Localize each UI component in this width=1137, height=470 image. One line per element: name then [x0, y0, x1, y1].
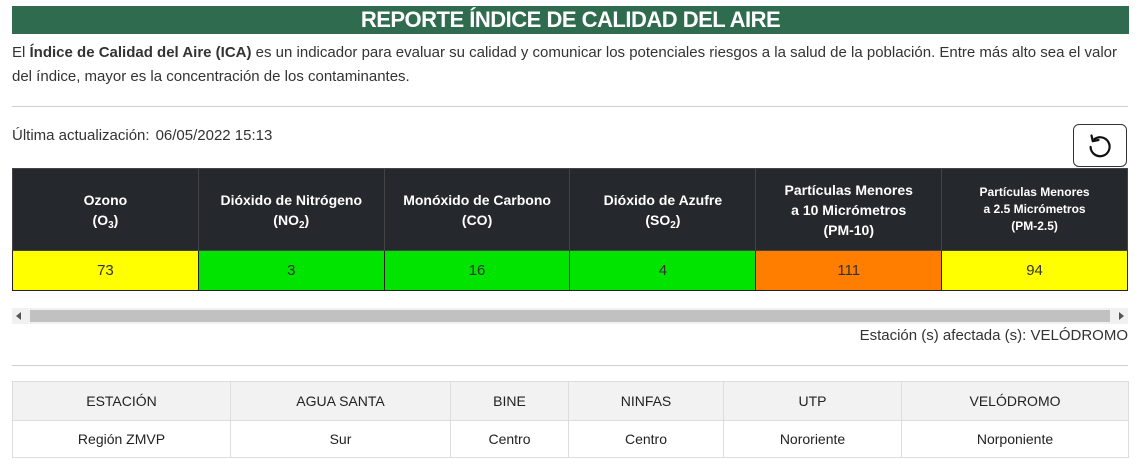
scrollbar-thumb[interactable]: [30, 310, 1110, 322]
header-ozono: Ozono (O3): [12, 168, 199, 251]
station-cell: Centro: [450, 420, 569, 458]
value-ozono: 73: [12, 250, 199, 291]
last-update-value: 06/05/2022 15:13: [155, 127, 273, 144]
header-name2: a 10 Micrómetros: [791, 201, 907, 218]
station-header: AGUA SANTA: [230, 381, 451, 421]
value-no2: 3: [197, 250, 385, 291]
station-header: BINE: [450, 381, 569, 421]
header-name: Partículas Menores: [979, 185, 1090, 199]
table-row: Región ZMVP Sur Centro Centro Nororiente…: [12, 420, 1129, 458]
header-name: Dióxido de Nitrógeno: [220, 191, 363, 208]
refresh-icon: [1089, 133, 1111, 157]
stations-table: ESTACIÓN AGUA SANTA BINE NINFAS UTP VELÓ…: [12, 381, 1129, 458]
code-text: SO: [650, 211, 671, 228]
header-name: Partículas Menores: [784, 181, 913, 198]
refresh-button[interactable]: [1073, 124, 1127, 167]
header-code: (PM-10): [823, 221, 875, 238]
header-name: Ozono: [83, 191, 128, 208]
divider: [12, 106, 1128, 107]
header-code: (SO2): [645, 211, 681, 231]
intro-prefix: El: [12, 44, 30, 61]
last-update: Última actualización: 06/05/2022 15:13: [12, 127, 272, 144]
code-sub: 3: [108, 219, 114, 231]
station-cell: Centro: [568, 420, 724, 458]
value-so2: 4: [569, 250, 757, 291]
station-cell: Región ZMVP: [12, 420, 231, 458]
ica-header-row: Ozono (O3) Dióxido de Nitrógeno (NO2) Mo…: [12, 168, 1128, 251]
header-no2: Dióxido de Nitrógeno (NO2): [197, 168, 385, 251]
page-title: REPORTE ÍNDICE DE CALIDAD DEL AIRE: [12, 6, 1129, 34]
code-sub: 2: [298, 219, 305, 231]
header-code: (NO2): [273, 211, 310, 231]
header-name: Dióxido de Azufre: [603, 191, 723, 208]
header-pm25: Partículas Menores a 2.5 Micrómetros (PM…: [941, 168, 1128, 251]
header-so2: Dióxido de Azufre (SO2): [569, 168, 757, 251]
scroll-left-icon[interactable]: [16, 312, 21, 320]
value-pm10: 111: [755, 250, 943, 291]
code-text: PM-10: [828, 221, 870, 238]
header-co: Monóxido de Carbono (CO): [383, 168, 571, 251]
header-code: (CO): [461, 211, 493, 228]
header-name: Monóxido de Carbono: [403, 191, 551, 208]
header-name2: a 2.5 Micrómetros: [983, 202, 1086, 216]
station-cell: Nororiente: [723, 420, 902, 458]
code-text: O: [97, 211, 109, 228]
ica-values-row: 73 3 16 4 111 94: [12, 250, 1128, 291]
scroll-right-icon[interactable]: [1119, 312, 1124, 320]
divider: [12, 365, 1128, 366]
affected-stations: Estación (s) afectada (s): VELÓDROMO: [859, 327, 1128, 344]
code-text: NO: [277, 211, 299, 228]
intro-bold: Índice de Calidad del Aire (ICA): [29, 44, 252, 61]
station-header: ESTACIÓN: [12, 381, 231, 421]
intro-rest: es un indicador para evaluar su calidad …: [12, 44, 1117, 85]
value-pm25: 94: [941, 250, 1128, 291]
header-code: (PM-2.5): [1011, 219, 1058, 233]
station-cell: Norponiente: [901, 420, 1129, 458]
station-header: UTP: [723, 381, 902, 421]
code-sub: 2: [670, 219, 676, 231]
intro-text: El Índice de Calidad del Aire (ICA) es u…: [12, 41, 1132, 89]
horizontal-scrollbar[interactable]: [12, 308, 1128, 324]
last-update-label: Última actualización:: [12, 127, 150, 144]
code-text: PM-2.5: [1015, 219, 1054, 233]
code-text: CO: [466, 211, 488, 228]
value-co: 16: [383, 250, 571, 291]
station-cell: Sur: [230, 420, 451, 458]
station-header: NINFAS: [568, 381, 724, 421]
ica-table: Ozono (O3) Dióxido de Nitrógeno (NO2) Mo…: [12, 168, 1128, 291]
stations-header-row: ESTACIÓN AGUA SANTA BINE NINFAS UTP VELÓ…: [12, 381, 1129, 421]
header-code: (O3): [92, 211, 119, 231]
header-pm10: Partículas Menores a 10 Micrómetros (PM-…: [755, 168, 943, 251]
station-header: VELÓDROMO: [901, 381, 1129, 421]
